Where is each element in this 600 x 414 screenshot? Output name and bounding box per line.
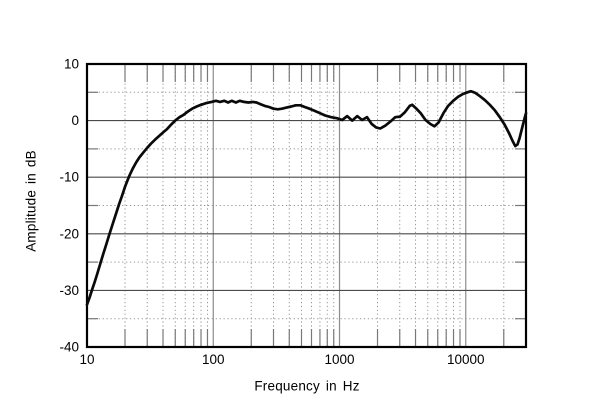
x-tick-label: 10000 [447,352,485,367]
y-tick-label: 0 [71,113,79,128]
response-curve [85,89,528,306]
y-tick-label: -30 [59,283,79,298]
x-tick-label: 10 [79,352,94,367]
x-axis-title: Frequency in Hz [254,378,360,394]
y-tick-label: 10 [64,57,79,72]
x-tick-label: 100 [202,352,225,367]
y-axis-title: Amplitude in dB [23,150,39,252]
y-tick-label: -10 [59,170,79,185]
x-tick-label: 1000 [324,352,354,367]
plot-border [85,62,528,349]
y-tick-label: -40 [59,340,79,355]
y-tick-label: -20 [59,226,79,241]
